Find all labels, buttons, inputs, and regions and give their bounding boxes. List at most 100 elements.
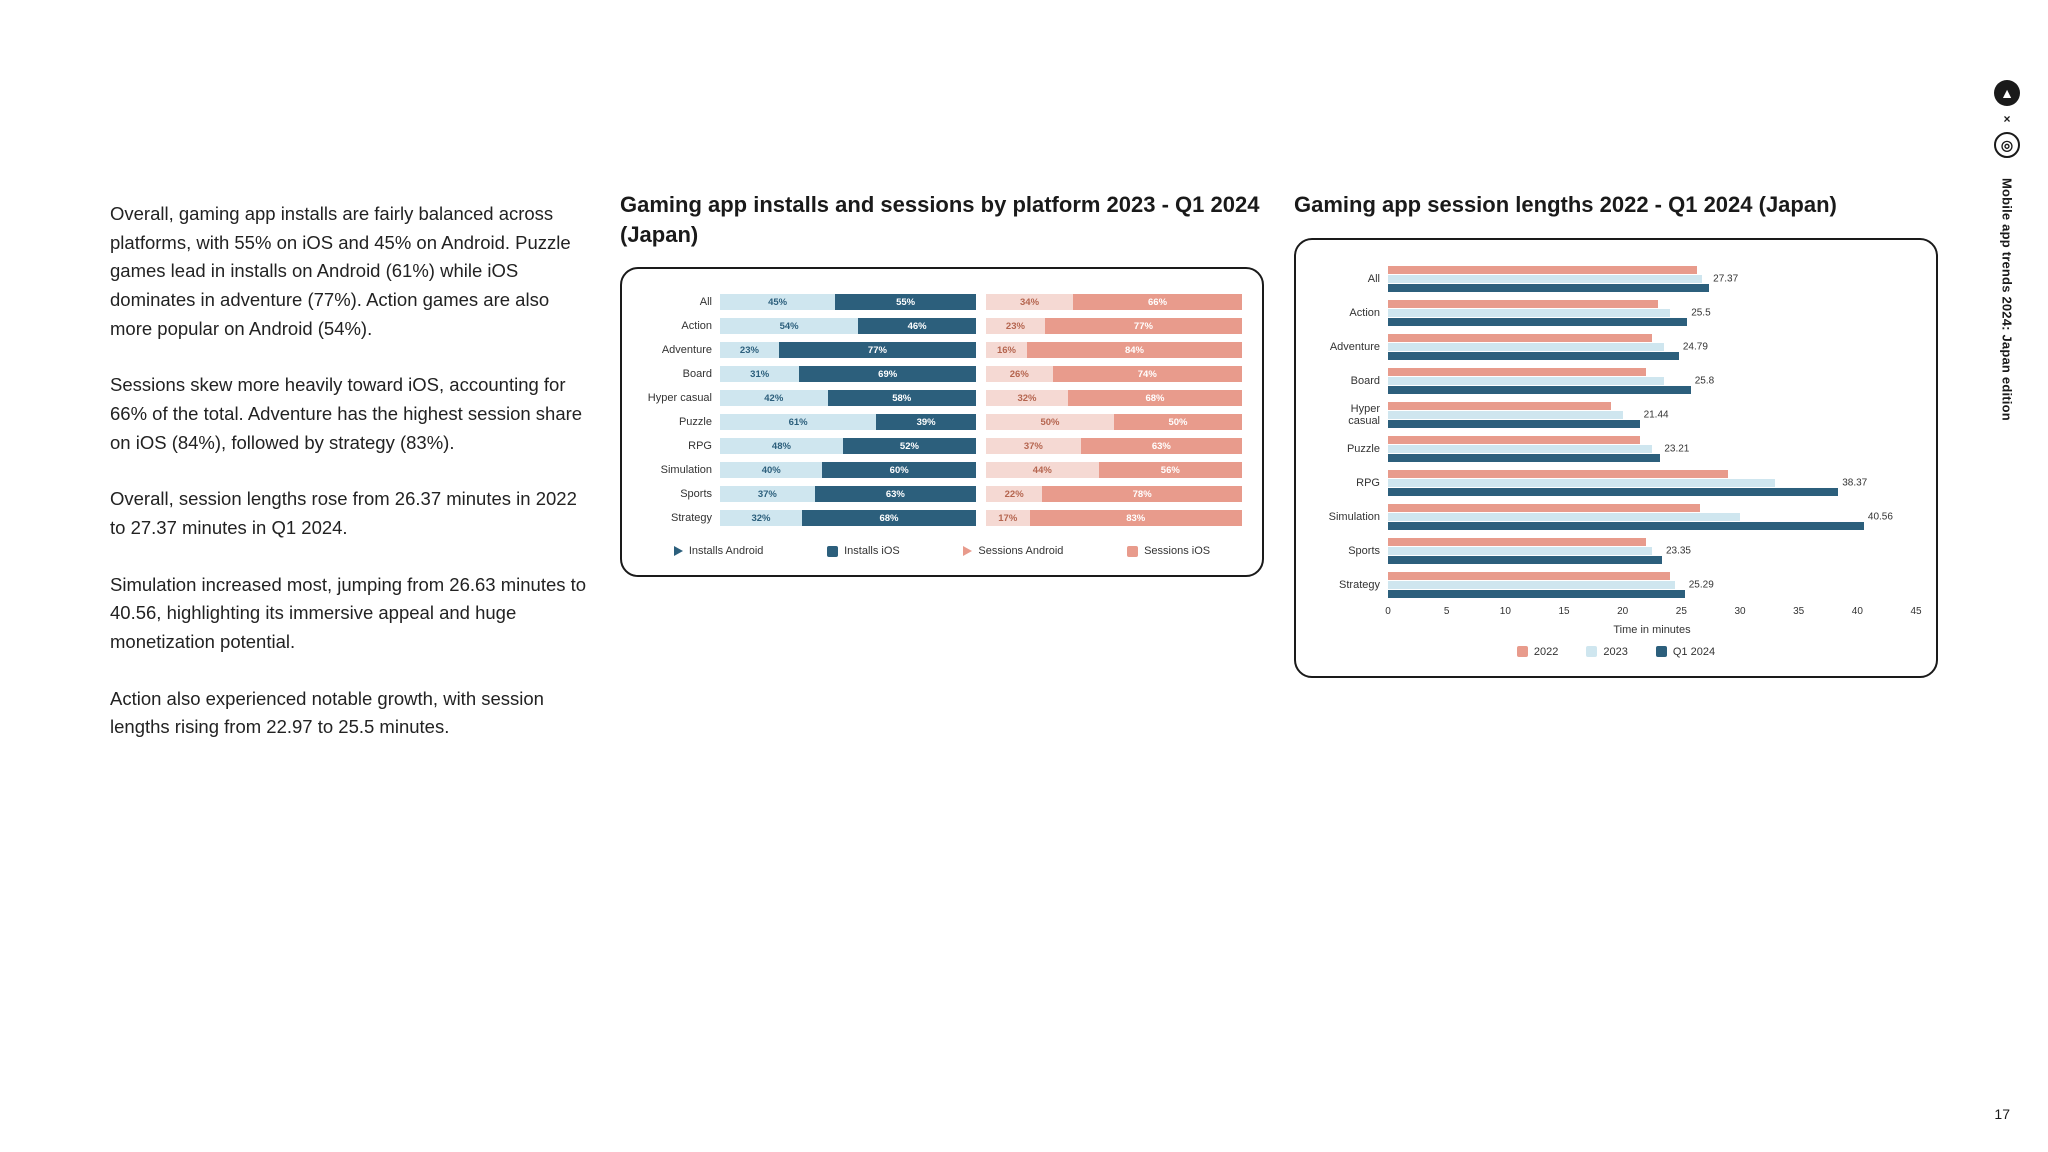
brand-icon-2: ◎ xyxy=(1994,132,2020,158)
chart2-bar xyxy=(1388,377,1664,385)
chart2-category-label: Adventure xyxy=(1316,341,1388,353)
seg-installs-android: 37% xyxy=(720,486,815,502)
seg-sessions-android: 26% xyxy=(986,366,1053,382)
chart2-bar xyxy=(1388,402,1611,410)
chart1-frame: All45%55%34%66%Action54%46%23%77%Adventu… xyxy=(620,267,1264,577)
chart2-value-label: 25.5 xyxy=(1687,307,1710,318)
chart2-bar xyxy=(1388,352,1679,360)
chart2-tick: 45 xyxy=(1910,606,1921,617)
play-android-icon xyxy=(674,546,683,556)
seg-installs-ios: 52% xyxy=(843,438,976,454)
chart2-bar xyxy=(1388,420,1640,428)
chart2-bar xyxy=(1388,547,1652,555)
chart2-row: Hypercasual 21.44 xyxy=(1316,400,1916,430)
chart1-category-label: All xyxy=(642,296,720,308)
chart2-category-label: RPG xyxy=(1316,477,1388,489)
chart2-bar xyxy=(1388,581,1675,589)
chart2-bar xyxy=(1388,513,1740,521)
chart1-category-label: Adventure xyxy=(642,344,720,356)
chart-installs-sessions: Gaming app installs and sessions by plat… xyxy=(620,190,1264,770)
seg-sessions-android: 37% xyxy=(986,438,1081,454)
chart2-bar xyxy=(1388,318,1687,326)
chart2-row: Board25.8 xyxy=(1316,366,1916,396)
seg-sessions-android: 34% xyxy=(986,294,1073,310)
chart2-bar xyxy=(1388,275,1702,283)
chart2-category-label: Simulation xyxy=(1316,511,1388,523)
seg-installs-ios: 55% xyxy=(835,294,976,310)
seg-sessions-ios: 68% xyxy=(1068,390,1242,406)
chart1-category-label: Puzzle xyxy=(642,416,720,428)
chart1-category-label: Hyper casual xyxy=(642,392,720,404)
chart2-value-label: 25.8 xyxy=(1691,375,1714,386)
seg-sessions-ios: 50% xyxy=(1114,414,1242,430)
chart2-bar xyxy=(1388,411,1623,419)
chart1-title: Gaming app installs and sessions by plat… xyxy=(620,190,1264,249)
chart2-category-label: Hypercasual xyxy=(1316,403,1388,427)
app-ios-sess-icon xyxy=(1127,546,1138,557)
chart1-row: All45%55%34%66% xyxy=(642,293,1242,311)
seg-sessions-ios: 63% xyxy=(1081,438,1242,454)
chart2-value-label: 23.35 xyxy=(1662,545,1691,556)
chart1-category-label: Simulation xyxy=(642,464,720,476)
chart1-row: Adventure23%77%16%84% xyxy=(642,341,1242,359)
chart2-x-axis: 051015202530354045 xyxy=(1388,606,1916,620)
seg-installs-ios: 60% xyxy=(822,462,976,478)
chart1-row: RPG48%52%37%63% xyxy=(642,437,1242,455)
seg-sessions-ios: 84% xyxy=(1027,342,1242,358)
side-label: Mobile app trends 2024: Japan edition xyxy=(2000,178,2015,421)
seg-installs-android: 31% xyxy=(720,366,799,382)
seg-sessions-android: 44% xyxy=(986,462,1099,478)
chart2-bar xyxy=(1388,522,1864,530)
chart2-bar xyxy=(1388,368,1646,376)
chart2-value-label: 23.21 xyxy=(1660,443,1689,454)
chart2-bar xyxy=(1388,266,1697,274)
chart2-bar xyxy=(1388,572,1670,580)
para-2: Sessions skew more heavily toward iOS, a… xyxy=(110,371,590,457)
seg-sessions-ios: 74% xyxy=(1053,366,1242,382)
seg-sessions-ios: 66% xyxy=(1073,294,1242,310)
times-icon: × xyxy=(2003,112,2010,126)
chart2-bar xyxy=(1388,309,1670,317)
play-android-sess-icon xyxy=(963,546,972,556)
chart2-category-label: Sports xyxy=(1316,545,1388,557)
chart2-bar xyxy=(1388,538,1646,546)
seg-installs-android: 48% xyxy=(720,438,843,454)
chart2-row: RPG38.37 xyxy=(1316,468,1916,498)
seg-installs-android: 61% xyxy=(720,414,876,430)
chart1-row: Hyper casual42%58%32%68% xyxy=(642,389,1242,407)
legend-swatch-2022 xyxy=(1517,646,1528,657)
chart2-row: Simulation 40.56 xyxy=(1316,502,1916,532)
chart2-title: Gaming app session lengths 2022 - Q1 202… xyxy=(1294,190,1938,220)
chart2-row: Action25.5 xyxy=(1316,298,1916,328)
chart2-value-label: 40.56 xyxy=(1864,511,1893,522)
chart2-bar xyxy=(1388,479,1775,487)
chart-session-lengths: Gaming app session lengths 2022 - Q1 202… xyxy=(1294,190,1938,770)
chart2-category-label: Strategy xyxy=(1316,579,1388,591)
chart2-row: Strategy25.29 xyxy=(1316,570,1916,600)
seg-sessions-android: 17% xyxy=(986,510,1030,526)
seg-sessions-android: 23% xyxy=(986,318,1045,334)
legend-swatch-2023 xyxy=(1586,646,1597,657)
seg-installs-ios: 58% xyxy=(828,390,976,406)
chart2-bar xyxy=(1388,343,1664,351)
chart2-value-label: 21.44 xyxy=(1640,409,1669,420)
seg-installs-ios: 68% xyxy=(802,510,976,526)
seg-sessions-ios: 56% xyxy=(1099,462,1242,478)
side-rail: ▲ × ◎ Mobile app trends 2024: Japan edit… xyxy=(1994,80,2020,421)
chart2-tick: 20 xyxy=(1617,606,1628,617)
chart2-bar xyxy=(1388,300,1658,308)
chart2-category-label: All xyxy=(1316,273,1388,285)
chart2-tick: 25 xyxy=(1676,606,1687,617)
chart2-row: Adventure24.79 xyxy=(1316,332,1916,362)
chart1-row: Puzzle61%39%50%50% xyxy=(642,413,1242,431)
seg-installs-ios: 69% xyxy=(799,366,976,382)
chart2-tick: 5 xyxy=(1444,606,1450,617)
seg-installs-ios: 77% xyxy=(779,342,976,358)
seg-installs-android: 40% xyxy=(720,462,822,478)
chart2-bar xyxy=(1388,590,1685,598)
seg-sessions-ios: 78% xyxy=(1042,486,1242,502)
para-4: Simulation increased most, jumping from … xyxy=(110,571,590,657)
para-3: Overall, session lengths rose from 26.37… xyxy=(110,485,590,542)
chart1-row: Strategy32%68%17%83% xyxy=(642,509,1242,527)
seg-sessions-ios: 83% xyxy=(1030,510,1242,526)
